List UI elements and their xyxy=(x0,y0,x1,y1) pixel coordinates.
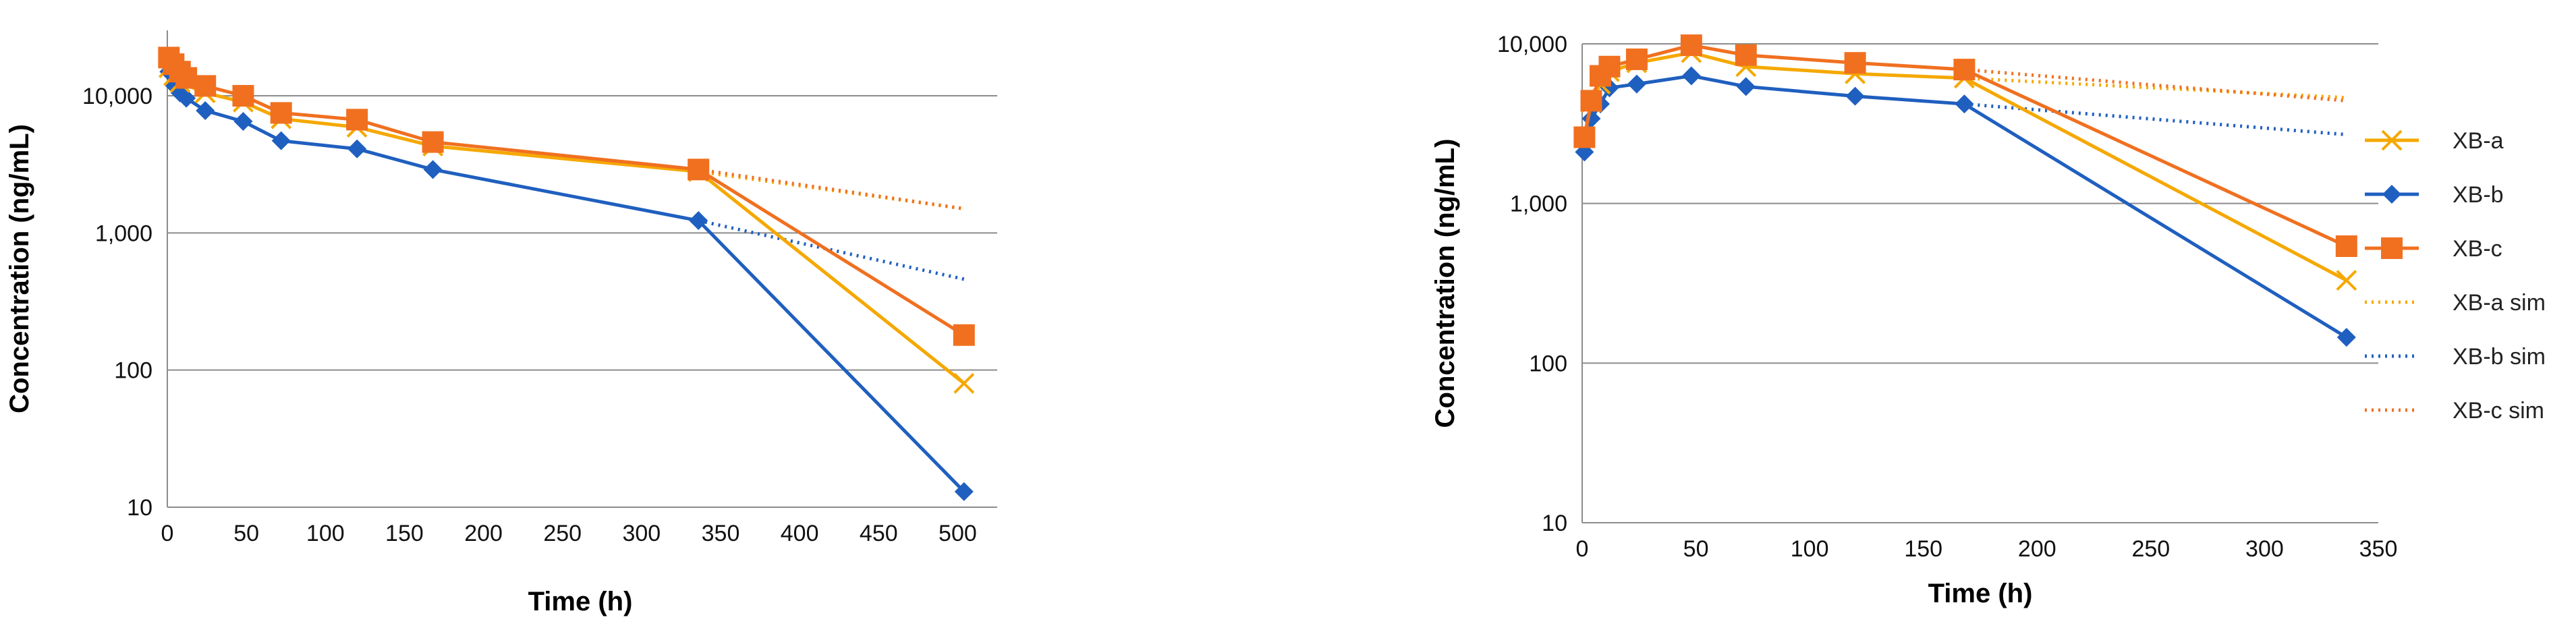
y-tick-label: 10,000 xyxy=(1497,32,1567,57)
data-point xyxy=(233,112,253,132)
x-axis-title: Time (h) xyxy=(1928,579,2033,608)
data-point xyxy=(1600,78,1619,98)
data-point xyxy=(1845,86,1865,106)
series-xb-c xyxy=(158,47,975,346)
data-point xyxy=(689,211,708,231)
series-line xyxy=(1964,76,2347,100)
series-xb-a-sim xyxy=(1964,76,2347,100)
data-point xyxy=(1598,55,1621,78)
x-tick-label: 150 xyxy=(385,521,424,546)
data-point xyxy=(2381,129,2403,151)
legend-item: XB-b sim xyxy=(2365,344,2546,370)
legend-item: XB-c sim xyxy=(2365,398,2544,424)
data-point xyxy=(1735,44,1757,66)
series-line xyxy=(1582,51,2347,282)
data-point xyxy=(953,372,975,394)
series-line xyxy=(1582,74,2348,339)
x-tick-label: 100 xyxy=(1791,536,1829,562)
y-tick-label: 10 xyxy=(127,495,152,521)
x-tick-label: 300 xyxy=(2245,536,2284,562)
data-point xyxy=(688,158,710,181)
data-point xyxy=(1573,126,1596,148)
series-xb-c xyxy=(1573,34,2357,258)
data-point xyxy=(2382,185,2401,204)
x-tick-label: 200 xyxy=(464,521,503,546)
data-point xyxy=(271,131,291,150)
y-tick-label: 100 xyxy=(114,358,152,384)
data-point xyxy=(177,88,196,108)
data-point xyxy=(270,102,292,124)
x-tick-label: 350 xyxy=(2359,536,2398,562)
data-point xyxy=(175,67,198,89)
series-xb-b-sim xyxy=(698,219,965,281)
chart-2: 10 100 1,000 10,000 0 50 100 150 200 250 300 350 Tim… xyxy=(1430,32,2546,608)
x-axis-title: Time (h) xyxy=(528,587,633,616)
y-tick-label: 100 xyxy=(1529,351,1567,376)
series-line xyxy=(1582,43,2347,248)
x-tick-label: 350 xyxy=(702,521,740,546)
legend-label: XB-b xyxy=(2453,182,2504,208)
legend-label: XB-c sim xyxy=(2453,398,2544,424)
series-xb-b xyxy=(159,62,974,501)
data-point xyxy=(1844,52,1866,74)
x-tick-label: 450 xyxy=(860,521,898,546)
data-point xyxy=(346,109,368,131)
data-point xyxy=(423,160,443,179)
data-point xyxy=(1625,48,1648,70)
series-xb-b xyxy=(1575,66,2356,347)
data-point xyxy=(1627,74,1646,94)
x-tick-label: 400 xyxy=(781,521,819,546)
x-tick-label: 250 xyxy=(2131,536,2170,562)
data-point xyxy=(2381,237,2403,259)
x-tick-label: 500 xyxy=(939,521,977,546)
data-point xyxy=(232,85,254,107)
legend-label: XB-c xyxy=(2453,236,2502,262)
y-axis-title: Concentration (ng/mL) xyxy=(1430,139,1460,428)
legend-item: XB-a xyxy=(2365,128,2504,154)
y-axis-title: Concentration (ng/mL) xyxy=(5,124,34,413)
data-point xyxy=(2336,270,2357,291)
data-point xyxy=(953,324,975,346)
legend-item: XB-c xyxy=(2365,236,2502,262)
legend-item: XB-b xyxy=(2365,182,2504,208)
y-tick-label: 10,000 xyxy=(82,84,152,109)
y-tick-label: 1,000 xyxy=(95,221,152,246)
data-point xyxy=(1681,66,1701,86)
y-tick-label: 10 xyxy=(1542,511,1567,536)
data-point xyxy=(196,100,215,120)
data-point xyxy=(1580,90,1602,112)
x-tick-label: 0 xyxy=(1576,536,1589,562)
legend-label: XB-b sim xyxy=(2453,344,2546,370)
data-point xyxy=(1736,77,1756,96)
x-tick-label: 50 xyxy=(233,521,259,546)
series-line xyxy=(698,167,965,211)
data-point xyxy=(1955,94,1974,114)
legend-item: XB-a sim xyxy=(2365,290,2546,316)
data-point xyxy=(1680,34,1702,57)
series-xb-c-sim xyxy=(698,167,965,211)
data-point xyxy=(954,482,974,501)
data-point xyxy=(2335,235,2357,258)
data-point xyxy=(1581,109,1601,128)
legend-label: XB-a sim xyxy=(2453,290,2546,316)
series-line xyxy=(167,71,965,493)
x-tick-label: 150 xyxy=(1904,536,1942,562)
x-tick-label: 250 xyxy=(543,521,582,546)
data-point xyxy=(347,139,367,158)
x-tick-label: 200 xyxy=(2018,536,2056,562)
data-point xyxy=(194,75,217,97)
y-tick-label: 1,000 xyxy=(1510,192,1567,217)
legend: XB-a XB-b XB-c XB-a sim XB-b sim XB-c sim xyxy=(2365,128,2546,424)
chart-1: 10 100 1,000 10,000 0 50 100 150 200 250 300 350 400… xyxy=(5,30,997,616)
x-tick-label: 300 xyxy=(622,521,661,546)
data-point xyxy=(1953,59,1976,81)
x-tick-label: 0 xyxy=(161,521,174,546)
x-tick-label: 50 xyxy=(1683,536,1709,562)
x-tick-label: 100 xyxy=(306,521,345,546)
data-point xyxy=(422,131,444,153)
series-line xyxy=(698,219,965,281)
legend-label: XB-a xyxy=(2453,128,2504,154)
data-point xyxy=(2336,328,2356,347)
